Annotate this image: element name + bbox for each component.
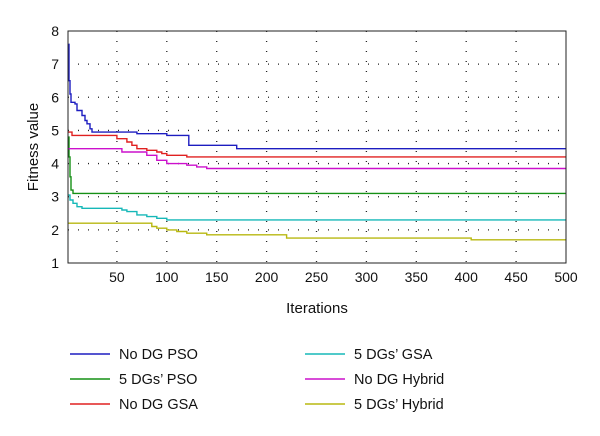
legend-label: 5 DGs’ GSA [354, 347, 433, 363]
y-tick-label: 6 [51, 89, 59, 105]
x-axis-label: Iterations [286, 300, 348, 317]
series-line-3 [68, 131, 566, 158]
series-line-6 [68, 222, 566, 241]
x-tick-labels: 50 100 150 200 250 300 350 400 450 500 [109, 269, 578, 285]
y-tick-label: 7 [51, 56, 59, 72]
x-tick-label: 250 [305, 269, 329, 285]
legend-label: No DG PSO [119, 347, 198, 363]
x-tick-label: 150 [205, 269, 229, 285]
legend-label: No DG GSA [119, 397, 198, 413]
x-tick-label: 200 [255, 269, 279, 285]
x-tick-label: 400 [455, 269, 479, 285]
plot-frame [67, 30, 567, 264]
x-tick-label: 100 [155, 269, 179, 285]
legend-label: 5 DGs’ Hybrid [354, 397, 444, 413]
grid [68, 31, 566, 263]
series-lines [68, 43, 566, 241]
x-tick-label: 300 [355, 269, 379, 285]
y-tick-labels: 1 2 3 4 5 6 7 8 [51, 23, 59, 271]
legend-label: No DG Hybrid [354, 372, 444, 388]
x-tick-label: 350 [405, 269, 429, 285]
x-tick-label: 50 [109, 269, 125, 285]
series-line-1 [68, 43, 566, 150]
y-axis-label: Fitness value [25, 103, 42, 191]
y-tick-label: 5 [51, 122, 59, 138]
legend-label: 5 DGs’ PSO [119, 372, 197, 388]
series-line-2 [68, 136, 566, 195]
y-tick-label: 3 [51, 189, 59, 205]
x-tick-label: 450 [504, 269, 528, 285]
y-tick-label: 8 [51, 23, 59, 39]
y-tick-label: 1 [51, 255, 59, 271]
y-tick-label: 2 [51, 222, 59, 238]
y-tick-label: 4 [51, 156, 59, 172]
x-tick-label: 500 [554, 269, 578, 285]
series-line-5 [68, 148, 566, 170]
legend: No DG PSO 5 DGs’ PSO No DG GSA 5 DGs’ GSA No… [70, 347, 444, 413]
series-line-4 [68, 194, 566, 221]
